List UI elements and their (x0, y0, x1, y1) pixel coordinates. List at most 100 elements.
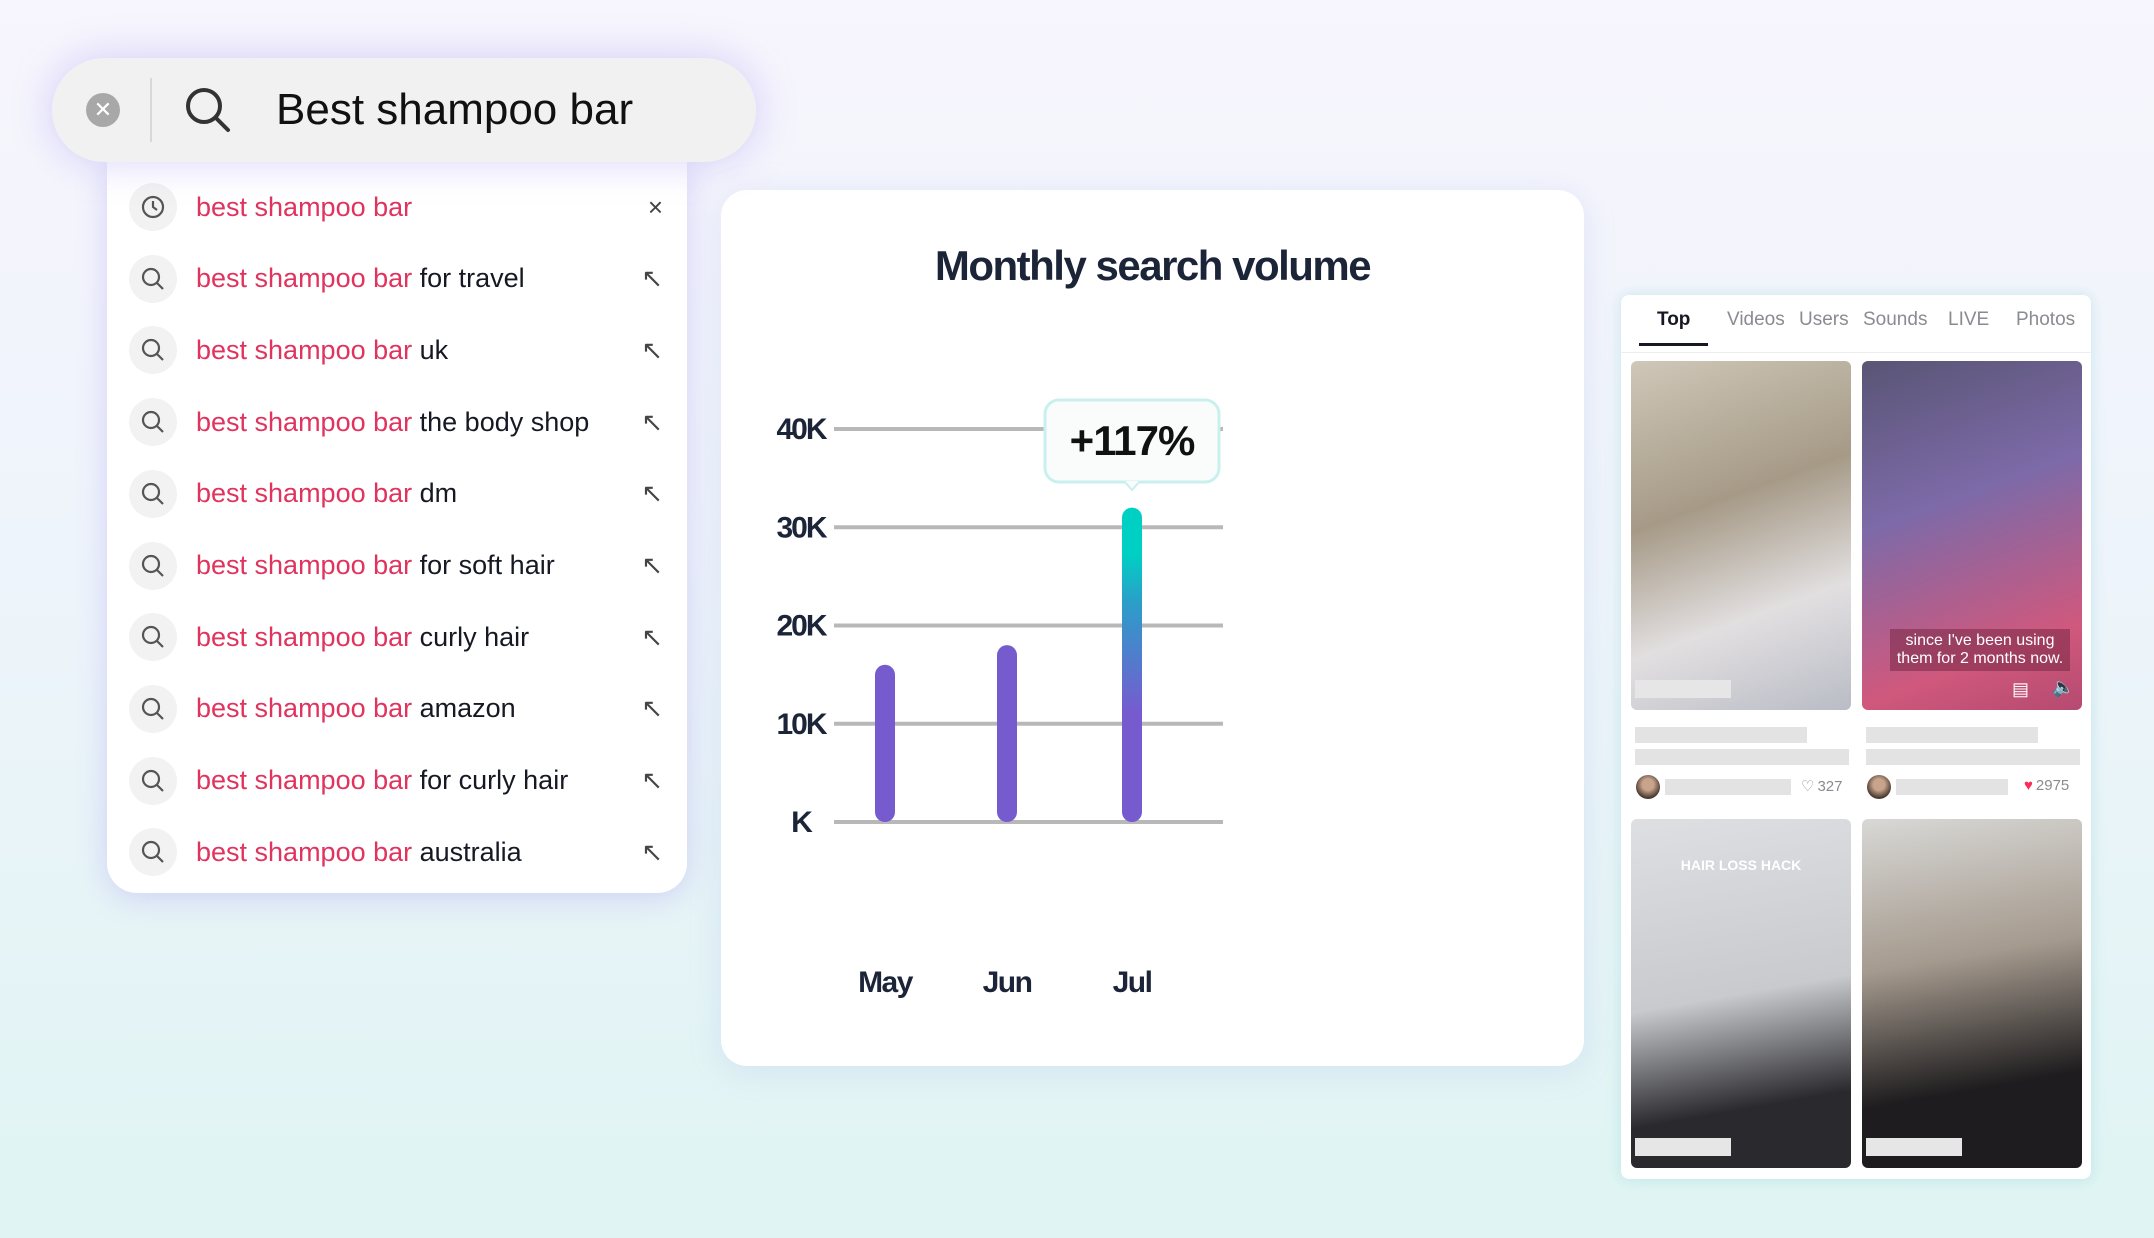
suggestion-rest: for travel (412, 263, 525, 294)
suggestion-item[interactable]: best shampoo bar australia ↖ (107, 817, 687, 887)
divider (150, 78, 152, 142)
y-tick-label: 20K (776, 610, 827, 643)
suggestion-rest: dm (412, 478, 458, 509)
clock-icon (129, 183, 177, 231)
y-tick-label: K (791, 806, 813, 839)
y-tick-label: 40K (776, 413, 827, 446)
suggestion-item[interactable]: best shampoo bar dm ↖ (107, 459, 687, 529)
bar-jun (997, 645, 1017, 822)
tab-live[interactable]: LIVE (1948, 309, 1990, 330)
fill-arrow-icon[interactable]: ↖ (641, 621, 663, 652)
tab-top[interactable]: Top (1639, 309, 1709, 346)
suggestion-dropdown: best shampoo bar × best shampoo bar for … (107, 162, 687, 893)
bar-may (875, 664, 895, 822)
suggestion-item[interactable]: best shampoo bar for travel ↖ (107, 244, 687, 314)
heart-icon[interactable]: ♡ (1801, 778, 1815, 795)
video-caption: HAIR LOSS HACK (1680, 857, 1802, 873)
suggestion-highlight: best shampoo bar (196, 550, 413, 580)
search-input[interactable]: Best shampoo bar (276, 85, 634, 134)
x-tick-label: May (858, 966, 914, 999)
placeholder-bar (1635, 680, 1731, 698)
suggestion-rest: curly hair (412, 621, 530, 652)
suggestion-item[interactable]: best shampoo bar the body shop ↖ (107, 387, 687, 457)
title-placeholder (1635, 749, 1849, 765)
fill-arrow-icon[interactable]: ↖ (641, 765, 663, 796)
search-icon (129, 541, 177, 590)
search-icon (186, 88, 230, 132)
bar-chart: K 10K 20K 30K 40K May Jun Jul +117% (776, 398, 1223, 999)
suggestion-item[interactable]: best shampoo bar amazon ↖ (107, 674, 687, 744)
username-placeholder (1896, 779, 2008, 795)
suggestion-highlight: best shampoo bar (196, 406, 413, 437)
suggestion-rest: australia (412, 836, 522, 867)
x-tick-label: Jul (1113, 966, 1152, 999)
tab-users[interactable]: Users (1799, 309, 1849, 330)
fill-arrow-icon[interactable]: ↖ (641, 836, 663, 867)
suggestion-item[interactable]: best shampoo bar for curly hair ↖ (107, 746, 687, 816)
search-results-panel: Top Videos Users Sounds LIVE Photos since I'v… (1621, 295, 2091, 1179)
suggestion-rest: the body shop (412, 406, 590, 437)
suggestion-text: best shampoo bar the body shop (196, 407, 589, 438)
fill-arrow-icon[interactable]: ↖ (641, 693, 663, 724)
fill-arrow-icon[interactable]: ↖ (641, 550, 663, 580)
heart-icon[interactable]: ♥ (2024, 777, 2033, 794)
chart-title: Monthly search volume (934, 242, 1372, 289)
suggestion-highlight: best shampoo bar (196, 334, 413, 365)
suggestion-highlight: best shampoo bar (196, 836, 413, 867)
search-icon (129, 326, 177, 375)
tab-videos[interactable]: Videos (1727, 309, 1785, 330)
suggestion-text: best shampoo bar for soft hair (196, 550, 555, 581)
suggestion-highlight: best shampoo bar (196, 478, 413, 509)
volume-icon[interactable]: 🔈 (2052, 677, 2075, 697)
y-tick-label: 10K (776, 708, 827, 741)
suggestion-text: best shampoo bar dm (196, 478, 457, 509)
title-placeholder (1866, 749, 2080, 765)
suggestion-rest: amazon (412, 693, 516, 724)
video-thumbnail[interactable] (1862, 819, 2082, 1168)
search-icon (129, 828, 177, 877)
change-percent: +117% (1070, 417, 1195, 464)
title-placeholder (1635, 727, 1807, 743)
fill-arrow-icon[interactable]: ↖ (641, 263, 663, 294)
captions-icon[interactable]: ▤ (2012, 679, 2030, 699)
search-bar[interactable]: ✕ Best shampoo bar (52, 58, 756, 162)
video-thumbnail[interactable]: since I've been using them for 2 months … (1862, 361, 2082, 710)
search-icon (129, 398, 177, 447)
suggestion-highlight: best shampoo bar (196, 693, 413, 724)
placeholder-bar (1866, 1138, 1962, 1156)
results-tabs: Top Videos Users Sounds LIVE Photos (1621, 309, 2091, 353)
avatar[interactable] (1867, 775, 1891, 799)
tab-photos[interactable]: Photos (2016, 309, 2076, 330)
likes-text: 327 (1817, 777, 1843, 795)
search-icon (129, 756, 177, 805)
suggestion-rest: uk (412, 334, 449, 365)
remove-icon[interactable]: × (647, 191, 663, 222)
suggestion-text: best shampoo bar (196, 192, 412, 223)
suggestion-item[interactable]: best shampoo bar uk ↖ (107, 315, 687, 385)
suggestion-item[interactable]: best shampoo bar for soft hair ↖ (107, 531, 687, 601)
suggestion-text: best shampoo bar for travel (196, 263, 525, 294)
search-icon (129, 469, 177, 518)
suggestion-highlight: best shampoo bar (196, 263, 413, 294)
fill-arrow-icon[interactable]: ↖ (641, 334, 663, 365)
suggestion-text: best shampoo bar uk (196, 335, 448, 366)
chart-card: Monthly search volume K 10K 20K 30K 40K May Ju… (721, 190, 1584, 1066)
bar-jul (1122, 507, 1142, 822)
suggestion-item[interactable]: best shampoo bar curly hair ↖ (107, 602, 687, 672)
avatar[interactable] (1636, 775, 1660, 799)
suggestion-text: best shampoo bar curly hair (196, 622, 529, 653)
tab-sounds[interactable]: Sounds (1863, 309, 1928, 330)
fill-arrow-icon[interactable]: ↖ (641, 478, 663, 509)
suggestion-item[interactable]: best shampoo bar × (107, 172, 687, 242)
username-placeholder (1665, 779, 1791, 795)
video-thumbnail[interactable]: HAIR LOSS HACK (1631, 819, 1851, 1168)
fill-arrow-icon[interactable]: ↖ (641, 406, 663, 437)
badge-pointer (1123, 480, 1141, 492)
suggestion-text: best shampoo bar australia (196, 837, 522, 868)
like-count: ♡ 327 (1801, 777, 1843, 796)
search-icon (129, 254, 177, 303)
clear-icon[interactable]: ✕ (86, 93, 120, 127)
suggestion-text: best shampoo bar for curly hair (196, 765, 568, 796)
video-thumbnail[interactable] (1631, 361, 1851, 710)
y-tick-label: 30K (776, 511, 827, 544)
